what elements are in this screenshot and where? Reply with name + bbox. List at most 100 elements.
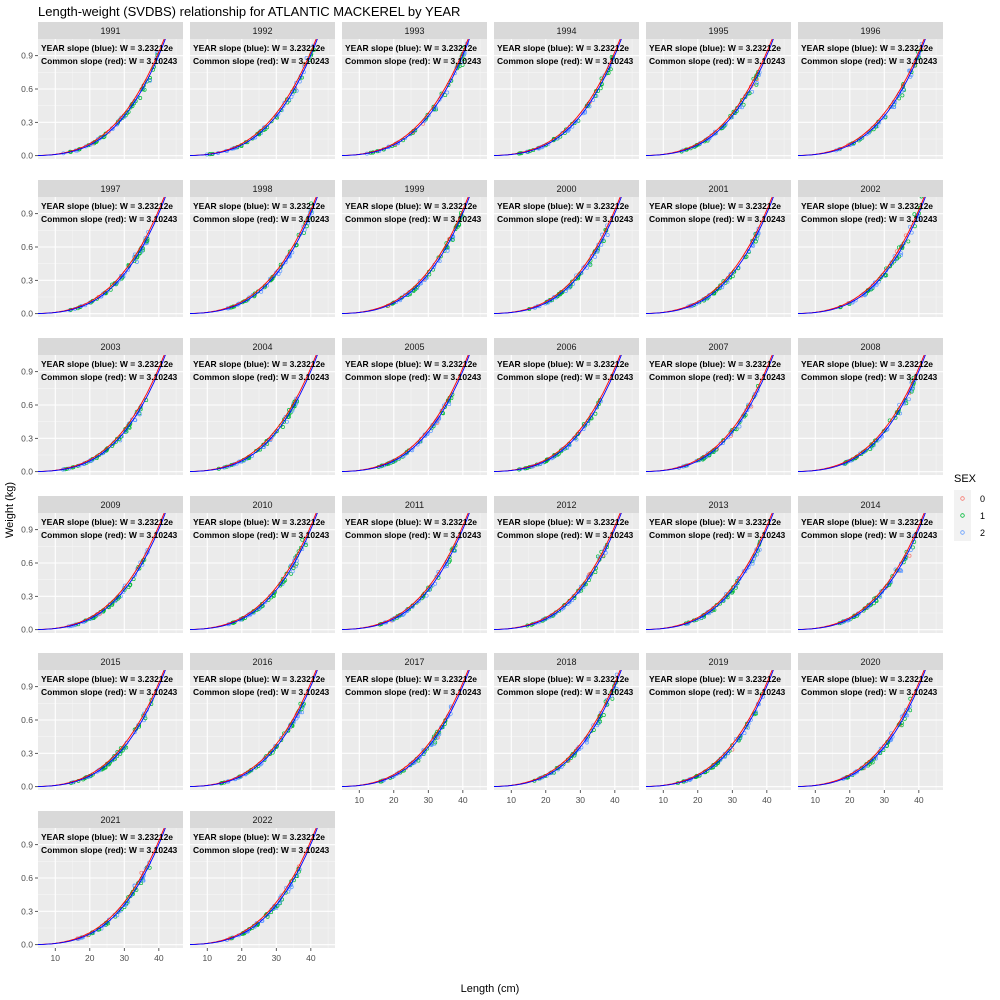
data-point [110,601,115,606]
fit-line [798,513,926,630]
x-tick-label: 30 [272,953,282,963]
data-point [899,251,904,256]
facet-panel-2014: 2014 YEAR slope (blue): W = 3.23212e Commo… [798,496,943,633]
data-point [729,432,734,437]
common-slope-annotation: Common slope (red): W = 3.10243 [193,687,330,697]
common-slope-annotation: Common slope (red): W = 3.10243 [801,214,938,224]
facet-strip-label: 1991 [100,26,120,36]
common-slope-annotation: Common slope (red): W = 3.10243 [649,687,786,697]
facet-panel-2001: 2001 YEAR slope (blue): W = 3.23212e Commo… [646,180,791,317]
year-slope-annotation: YEAR slope (blue): W = 3.23212e [345,43,477,53]
common-slope-annotation: Common slope (red): W = 3.10243 [801,56,938,66]
data-point [148,78,152,83]
legend-marker [960,496,965,501]
facet-panel-2005: 2005 YEAR slope (blue): W = 3.23212e Commo… [342,338,487,475]
fit-line [646,39,774,156]
facet-strip [494,180,639,197]
data-point [598,719,603,724]
data-point [116,594,121,599]
data-point [122,587,127,592]
data-point [721,598,726,603]
data-point [432,107,437,112]
y-tick-label: 0.6 [21,84,33,94]
facet-strip-label: 2011 [405,500,424,510]
data-point [274,744,279,749]
x-tick-label: 10 [811,795,821,805]
facet-strip-label: 1992 [252,26,272,36]
data-point [711,291,716,296]
facet-strip [38,338,183,355]
fit-line [190,670,318,787]
data-point [263,600,268,604]
x-tick-label: 20 [693,795,703,805]
data-point [730,274,735,279]
year-slope-annotation: YEAR slope (blue): W = 3.23212e [649,517,781,527]
data-point [266,912,271,917]
data-point [737,424,742,429]
common-slope-annotation: Common slope (red): W = 3.10243 [41,372,178,382]
y-tick-label: 0.9 [21,840,33,850]
facet-strip [38,496,183,513]
facet-strip-label: 2000 [556,184,576,194]
common-slope-annotation: Common slope (red): W = 3.10243 [193,56,330,66]
y-tick-label: 0.3 [21,906,33,916]
facet-strip [494,496,639,513]
data-point [566,758,571,763]
facet-panel-2020: 2020 YEAR slope (blue): W = 3.23212e Commo… [798,653,943,805]
x-tick-label: 20 [845,795,855,805]
data-point [550,455,555,460]
data-point [562,446,567,451]
x-tick-label: 30 [728,795,738,805]
data-point [416,598,421,603]
data-point [256,922,261,927]
legend-label: 2 [980,528,985,538]
data-point [453,548,458,553]
x-tick-label: 40 [306,953,316,963]
x-tick-label: 40 [610,795,620,805]
facet-panel-2018: 2018 YEAR slope (blue): W = 3.23212e Commo… [494,653,639,805]
y-tick-label: 0.6 [21,715,33,725]
data-point [567,600,572,605]
facet-panel-1992: 1992 YEAR slope (blue): W = 3.23212e Commo… [190,22,335,159]
year-slope-annotation: YEAR slope (blue): W = 3.23212e [649,201,781,211]
data-point [425,431,430,436]
data-point [555,136,560,141]
data-point [432,422,437,427]
common-slope-annotation: Common slope (red): W = 3.10243 [649,530,786,540]
facet-strip-label: 2001 [708,184,728,194]
facet-strip-label: 1999 [404,184,424,194]
legend: SEX 0 1 2 [954,473,985,541]
facet-panel-1997: 1997 YEAR slope (blue): W = 3.23212e Commo… [21,180,183,319]
year-slope-annotation: YEAR slope (blue): W = 3.23212e [193,674,325,684]
data-point [907,553,912,558]
facet-panel-2000: 2000 YEAR slope (blue): W = 3.23212e Commo… [494,180,639,317]
data-point [707,136,711,141]
data-point [425,746,430,751]
data-point [574,273,579,278]
data-point [732,427,737,431]
y-tick-label: 0.3 [21,591,33,601]
facet-panel-2012: 2012 YEAR slope (blue): W = 3.23212e Commo… [494,496,639,633]
facet-panel-1991: 1991 YEAR slope (blue): W = 3.23212e Commo… [21,22,183,161]
fit-line [342,39,470,156]
data-point [906,239,911,244]
data-point [413,128,418,133]
fit-line [190,513,318,630]
year-slope-annotation: YEAR slope (blue): W = 3.23212e [193,517,325,527]
x-tick-label: 20 [237,953,247,963]
data-point [138,96,143,100]
legend-key [954,507,971,524]
data-point [437,730,442,735]
data-point [422,749,427,754]
year-slope-annotation: YEAR slope (blue): W = 3.23212e [801,674,933,684]
common-slope-annotation: Common slope (red): W = 3.10243 [497,530,634,540]
year-slope-annotation: YEAR slope (blue): W = 3.23212e [497,359,629,369]
facet-panel-2006: 2006 YEAR slope (blue): W = 3.23212e Commo… [494,338,639,475]
facet-panel-2009: 2009 YEAR slope (blue): W = 3.23212e Commo… [21,496,183,635]
fit-line [494,513,622,630]
data-point [870,442,875,447]
data-point [605,233,610,237]
year-slope-annotation: YEAR slope (blue): W = 3.23212e [193,201,325,211]
data-point [732,269,737,274]
data-point [910,545,915,550]
